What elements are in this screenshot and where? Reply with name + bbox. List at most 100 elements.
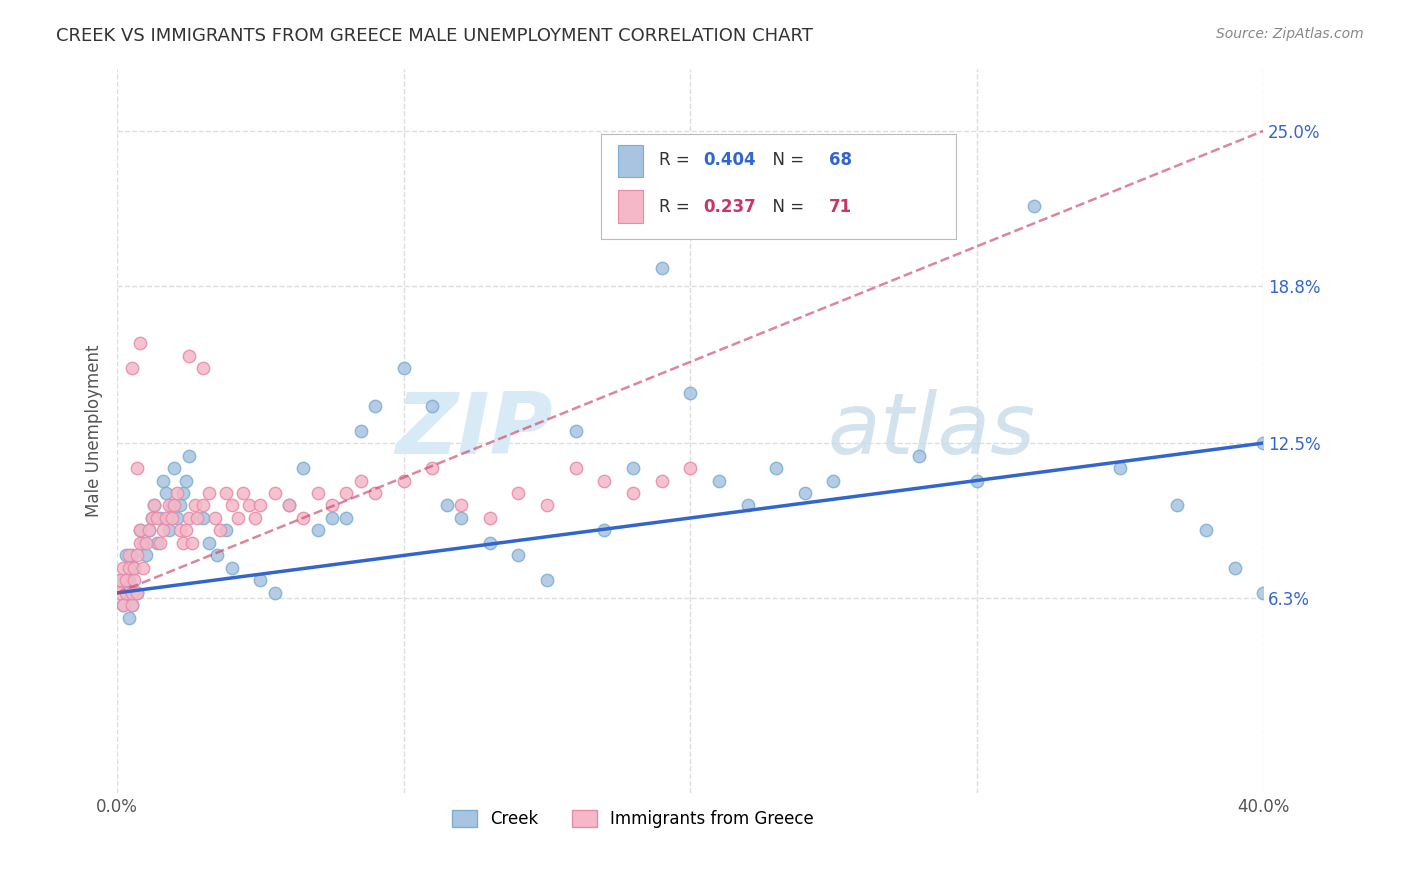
Point — [564, 461, 586, 475]
Point — [243, 511, 266, 525]
Point — [121, 361, 143, 376]
Point — [593, 524, 616, 538]
Point — [186, 511, 208, 525]
Point — [124, 561, 146, 575]
Point — [307, 524, 329, 538]
Point — [129, 524, 152, 538]
Point — [1109, 461, 1132, 475]
Point — [651, 261, 673, 276]
Point — [118, 561, 141, 575]
Point — [172, 486, 194, 500]
Point — [118, 574, 141, 588]
Legend: Creek, Immigrants from Greece: Creek, Immigrants from Greece — [446, 804, 821, 835]
Point — [121, 549, 143, 563]
Point — [209, 524, 232, 538]
Point — [132, 561, 155, 575]
Point — [143, 499, 166, 513]
Point — [350, 474, 373, 488]
Point — [143, 499, 166, 513]
Point — [737, 499, 759, 513]
Point — [263, 486, 285, 500]
Point — [478, 536, 501, 550]
Point — [221, 499, 243, 513]
Point — [364, 486, 387, 500]
Point — [177, 449, 200, 463]
Y-axis label: Male Unemployment: Male Unemployment — [86, 344, 103, 516]
Point — [160, 499, 183, 513]
Text: R =: R = — [659, 152, 695, 169]
Point — [135, 549, 157, 563]
Point — [111, 561, 134, 575]
Point — [146, 536, 169, 550]
Point — [149, 536, 172, 550]
Point — [292, 511, 315, 525]
Text: R =: R = — [659, 198, 695, 216]
Point — [157, 524, 180, 538]
Point — [149, 511, 172, 525]
Point — [121, 599, 143, 613]
Point — [1195, 524, 1218, 538]
Text: 71: 71 — [830, 198, 852, 216]
Point — [166, 511, 188, 525]
Point — [1223, 561, 1246, 575]
Point — [564, 424, 586, 438]
Point — [707, 474, 730, 488]
Point — [823, 474, 845, 488]
Point — [593, 474, 616, 488]
Point — [163, 461, 186, 475]
Point — [121, 599, 143, 613]
Point — [1251, 436, 1274, 450]
Point — [436, 499, 458, 513]
Point — [450, 499, 472, 513]
Point — [536, 499, 558, 513]
Point — [191, 361, 214, 376]
Point — [422, 461, 444, 475]
Point — [155, 486, 177, 500]
Point — [508, 549, 530, 563]
Point — [169, 524, 191, 538]
Point — [160, 511, 183, 525]
Point — [172, 536, 194, 550]
Point — [335, 511, 357, 525]
Text: atlas: atlas — [828, 389, 1036, 472]
Point — [321, 511, 343, 525]
Point — [536, 574, 558, 588]
Text: Source: ZipAtlas.com: Source: ZipAtlas.com — [1216, 27, 1364, 41]
Point — [198, 536, 221, 550]
Point — [180, 536, 202, 550]
Point — [132, 536, 155, 550]
Point — [177, 349, 200, 363]
Point — [152, 524, 174, 538]
Point — [111, 599, 134, 613]
Point — [114, 549, 136, 563]
Point — [124, 561, 146, 575]
Point — [157, 499, 180, 513]
Point — [679, 461, 702, 475]
FancyBboxPatch shape — [619, 190, 643, 223]
Point — [114, 586, 136, 600]
Point — [1022, 199, 1045, 213]
Text: N =: N = — [762, 198, 810, 216]
Text: ZIP: ZIP — [395, 389, 553, 472]
Point — [1251, 586, 1274, 600]
Point — [177, 511, 200, 525]
Point — [238, 499, 260, 513]
Point — [127, 461, 149, 475]
Point — [450, 511, 472, 525]
Point — [108, 574, 131, 588]
Point — [226, 511, 249, 525]
Point — [169, 499, 191, 513]
Point — [146, 511, 169, 525]
Point — [350, 424, 373, 438]
Point — [129, 524, 152, 538]
Point — [127, 586, 149, 600]
Point — [129, 536, 152, 550]
Point — [621, 461, 644, 475]
Point — [263, 586, 285, 600]
Point — [651, 474, 673, 488]
Text: 68: 68 — [830, 152, 852, 169]
Text: 0.237: 0.237 — [703, 198, 755, 216]
Point — [121, 586, 143, 600]
Point — [249, 499, 271, 513]
Point — [392, 361, 415, 376]
